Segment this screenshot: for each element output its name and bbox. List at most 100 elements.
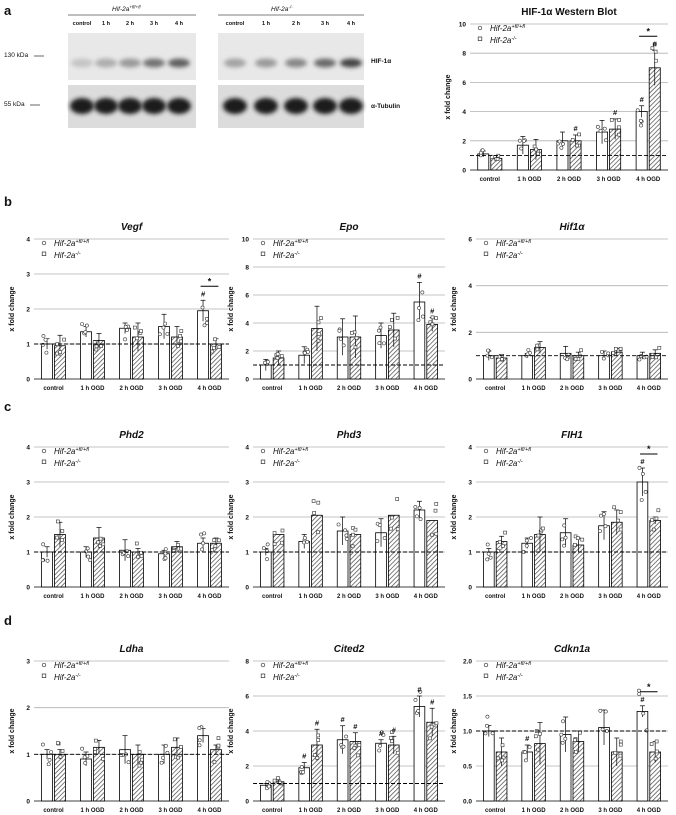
legend-label-2: Hif-2a-/- — [54, 673, 81, 682]
hif-band — [255, 58, 277, 68]
data-point — [612, 505, 617, 510]
data-point — [654, 739, 659, 744]
data-point — [538, 731, 542, 736]
data-point — [573, 738, 577, 742]
x-tick-label: 4 h OGD — [197, 808, 222, 814]
x-tick-label: 4 h OGD — [636, 177, 661, 183]
legend-marker-2 — [477, 36, 483, 41]
data-point — [200, 305, 205, 310]
legend-label-2: Hif-2a-/- — [496, 673, 523, 682]
data-point — [272, 778, 277, 783]
data-point — [388, 325, 392, 329]
legend-marker-2 — [41, 459, 47, 464]
legend-marker-1 — [260, 448, 266, 454]
data-point — [434, 316, 438, 320]
x-tick-label: 3 h OGD — [597, 177, 622, 183]
data-point — [601, 512, 606, 516]
legend-label-1: Hif-2a+fl/+fl — [54, 239, 90, 248]
y-tick-label: 1 — [468, 550, 472, 557]
significance-mark: # — [302, 752, 307, 761]
data-point — [598, 708, 603, 713]
y-tick-label: 1.0 — [463, 729, 472, 736]
lane-label: 1 h — [262, 21, 271, 27]
x-tick-label: 2 h OGD — [557, 177, 582, 183]
blot-hif-membrane — [68, 33, 196, 80]
data-point — [375, 539, 380, 543]
y-tick-label: 2 — [462, 138, 466, 145]
x-tick-label: 2 h OGD — [337, 386, 362, 392]
data-point — [45, 558, 50, 563]
data-point — [41, 542, 46, 547]
data-point — [266, 359, 270, 364]
lane-label: control — [73, 21, 92, 27]
data-point — [210, 349, 215, 354]
data-point — [579, 348, 583, 353]
y-axis-label: x fold change — [9, 286, 16, 331]
data-point — [163, 556, 168, 560]
data-point — [40, 558, 45, 563]
y-tick-label: 0 — [468, 585, 472, 592]
x-tick-label: 3 h OGD — [598, 594, 623, 600]
data-point — [94, 344, 99, 349]
data-point — [171, 549, 176, 553]
data-point — [212, 538, 217, 542]
x-tick-label: 1 h OGD — [299, 386, 324, 392]
data-point — [276, 776, 280, 780]
y-tick-label: 1 — [26, 342, 30, 349]
band-label-hif1a: HIF-1α — [371, 58, 391, 65]
data-point — [541, 526, 545, 531]
data-point — [574, 750, 578, 754]
lane-label: 1 h — [102, 21, 111, 27]
data-point — [265, 557, 269, 562]
data-point — [137, 750, 142, 754]
data-point — [377, 523, 382, 527]
y-tick-label: 2 — [26, 515, 30, 522]
data-point — [650, 355, 655, 360]
lane-label: control — [226, 21, 245, 27]
data-point — [522, 139, 526, 143]
data-point — [46, 762, 51, 767]
data-point — [316, 338, 321, 343]
x-tick-label: control — [43, 386, 64, 392]
y-tick-label: 8 — [245, 265, 249, 272]
data-point — [134, 541, 139, 546]
x-tick-label: 2 h OGD — [560, 386, 585, 392]
legend-marker-1 — [260, 240, 266, 246]
data-point — [85, 546, 90, 551]
data-point — [56, 519, 60, 524]
data-point — [202, 323, 207, 328]
y-axis-label: x fold change — [451, 286, 458, 331]
data-point — [416, 708, 421, 713]
data-point — [389, 526, 393, 531]
data-point — [338, 337, 343, 341]
data-point — [490, 155, 494, 159]
y-tick-label: 4 — [245, 321, 249, 328]
data-point — [413, 697, 418, 702]
data-point — [639, 498, 644, 502]
bar — [495, 541, 508, 588]
data-point — [93, 750, 97, 754]
tubulin-band — [167, 98, 191, 114]
data-point — [486, 551, 491, 556]
x-tick-label: 3 h OGD — [158, 808, 183, 814]
data-point — [495, 157, 500, 161]
data-point — [316, 332, 321, 336]
data-point — [485, 723, 489, 728]
y-tick-label: 0 — [245, 377, 249, 384]
data-point — [603, 524, 608, 529]
data-point — [654, 516, 659, 521]
data-point — [94, 347, 99, 352]
data-point — [82, 755, 87, 760]
data-point — [573, 542, 577, 547]
y-tick-label: 2 — [245, 515, 249, 522]
x-tick-label: 1 h OGD — [517, 177, 542, 183]
legend-marker-2 — [41, 673, 47, 678]
data-point — [644, 728, 649, 733]
data-point — [563, 736, 568, 741]
significance-star: * — [646, 26, 650, 36]
data-point — [635, 108, 640, 113]
data-point — [617, 118, 621, 122]
significance-star: * — [647, 682, 651, 692]
data-point — [496, 756, 500, 761]
data-point — [344, 533, 349, 538]
